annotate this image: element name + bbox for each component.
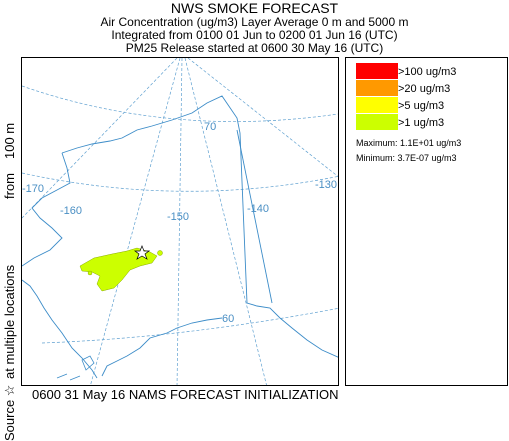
- y-axis-label: Source ☆ at multiple locations from 100 …: [0, 57, 22, 441]
- y-label-from: from: [2, 173, 17, 199]
- longitude-line-130: [187, 58, 338, 177]
- smoke-patch-small: [87, 270, 93, 276]
- legend-label-20: >20 ug/m3: [398, 83, 451, 95]
- lat-label-70: 70: [204, 121, 216, 133]
- legend-maximum: Maximum: 1.1E+01 ug/m3: [356, 138, 462, 148]
- latitude-line-60: [41, 308, 338, 344]
- longitude-line-160: [90, 58, 181, 385]
- legend-swatch-100: [356, 63, 398, 79]
- map-panel: -170 -160 -150 -140 -130 70 60: [21, 57, 339, 386]
- longitude-line-170: [22, 58, 178, 219]
- lon-label-170: -170: [22, 183, 44, 195]
- alaska-coastline: [22, 95, 338, 379]
- canada-border: [236, 129, 273, 304]
- lon-label-130: -130: [315, 179, 337, 191]
- lat-label-60: 60: [222, 313, 234, 325]
- subtitle-concentration: Air Concentration (ug/m3) Layer Average …: [100, 15, 409, 29]
- source-star-icon: [133, 245, 151, 260]
- latitude-line-65: [22, 172, 338, 192]
- lon-label-160: -160: [60, 205, 82, 217]
- y-label-locations: at multiple locations: [2, 264, 17, 379]
- legend-panel: >100 ug/m3 >20 ug/m3 >5 ug/m3 >1 ug/m3 M…: [345, 57, 508, 386]
- legend-label-100: >100 ug/m3: [398, 66, 457, 78]
- legend-label-5: >5 ug/m3: [398, 100, 445, 112]
- latitude-line-70: [22, 85, 338, 122]
- legend-swatch-20: [356, 80, 398, 96]
- y-label-source: Source ☆: [2, 384, 17, 441]
- legend-swatch-1: [356, 114, 398, 130]
- map-svg: -170 -160 -150 -140 -130 70 60: [22, 58, 338, 385]
- subtitle-integration: Integrated from 0100 01 Jun to 0200 01 J…: [111, 28, 398, 42]
- legend-swatch-5: [356, 97, 398, 113]
- lon-label-150: -150: [167, 211, 189, 223]
- legend-minimum: Minimum: 3.7E-07 ug/m3: [356, 153, 457, 163]
- kodiak-island: [81, 355, 95, 371]
- aleutian-islands: [56, 373, 81, 381]
- map-title: NWS SMOKE FORECAST: [170, 0, 339, 16]
- longitude-line-140: [184, 58, 267, 385]
- lon-label-140: -140: [247, 203, 269, 215]
- smoke-patch-east: [157, 250, 163, 256]
- subtitle-release: PM25 Release started at 0600 30 May 16 (…: [125, 41, 384, 55]
- y-label-height: 100 m: [2, 122, 17, 159]
- legend-label-1: >1 ug/m3: [398, 117, 445, 129]
- forecast-footer: 0600 31 May 16 NAMS FORECAST INITIALIZAT…: [32, 387, 339, 402]
